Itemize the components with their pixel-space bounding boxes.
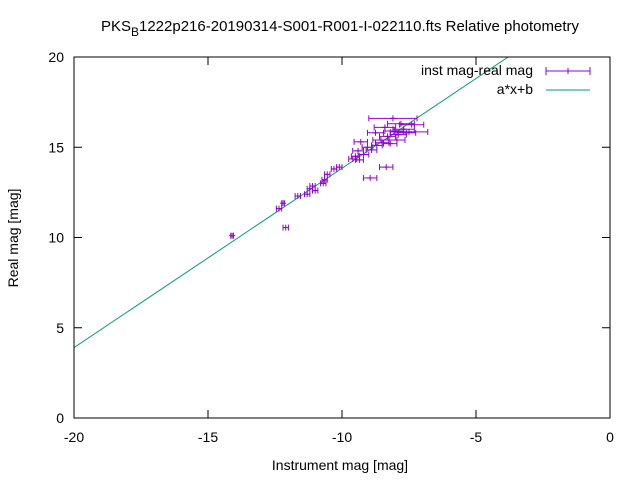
data-point	[320, 180, 327, 187]
data-point	[392, 126, 415, 133]
y-tick-label: 20	[48, 49, 64, 65]
data-point	[336, 164, 343, 171]
title-rest: 1222p216-20190314-S001-R001-I-022110.fts…	[139, 18, 580, 35]
data-point	[330, 165, 338, 172]
data-point	[379, 164, 394, 171]
data-point	[324, 171, 331, 178]
y-tick-label: 5	[56, 320, 64, 336]
data-point	[396, 129, 417, 136]
legend-label-fit: a*x+b	[497, 81, 533, 97]
data-point	[229, 232, 236, 239]
y-tick-label: 10	[48, 230, 64, 246]
legend: inst mag-real mag a*x+b	[421, 62, 591, 97]
chart-title: PKSB1222p216-20190314-S001-R001-I-022110…	[101, 18, 580, 39]
x-tick-label: -20	[64, 429, 84, 445]
legend-label-errorbars: inst mag-real mag	[421, 62, 533, 78]
axis-ticks	[73, 56, 611, 419]
data-point	[275, 205, 283, 212]
data-point	[312, 187, 319, 194]
x-tick-label: -15	[198, 429, 218, 445]
data-point	[282, 224, 289, 231]
x-tick-label: -10	[332, 429, 352, 445]
title-main: PKS	[101, 18, 131, 35]
data-point	[361, 144, 374, 151]
axis-tick-labels: -20 -15 -10 -5 0 0 5 10 15 20	[48, 49, 614, 445]
data-point	[365, 146, 378, 153]
data-point	[280, 200, 287, 207]
plot-border	[73, 56, 611, 419]
y-tick-label: 15	[48, 139, 64, 155]
data-point	[353, 138, 368, 145]
title-subscript: B	[131, 25, 139, 39]
legend-key-errorbars	[545, 67, 591, 75]
x-tick-label: 0	[606, 429, 614, 445]
data-point	[321, 176, 328, 183]
data-points-series	[229, 115, 429, 239]
y-axis-label: Real mag [mag]	[5, 189, 21, 288]
data-point	[294, 192, 301, 199]
x-tick-label: -5	[470, 429, 483, 445]
data-point	[303, 191, 311, 198]
data-point	[388, 137, 406, 144]
data-point	[379, 133, 397, 140]
data-point	[362, 174, 378, 181]
data-point	[389, 128, 429, 135]
x-axis-label: Instrument mag [mag]	[272, 457, 408, 473]
data-point	[383, 140, 398, 147]
data-point	[354, 156, 364, 163]
data-point	[366, 129, 385, 136]
data-point	[357, 151, 370, 158]
fit-line-series	[74, 57, 509, 349]
data-point	[387, 120, 415, 127]
data-point	[399, 121, 425, 128]
y-tick-label: 0	[56, 410, 64, 426]
fit-line	[74, 57, 509, 349]
data-point	[368, 115, 418, 122]
